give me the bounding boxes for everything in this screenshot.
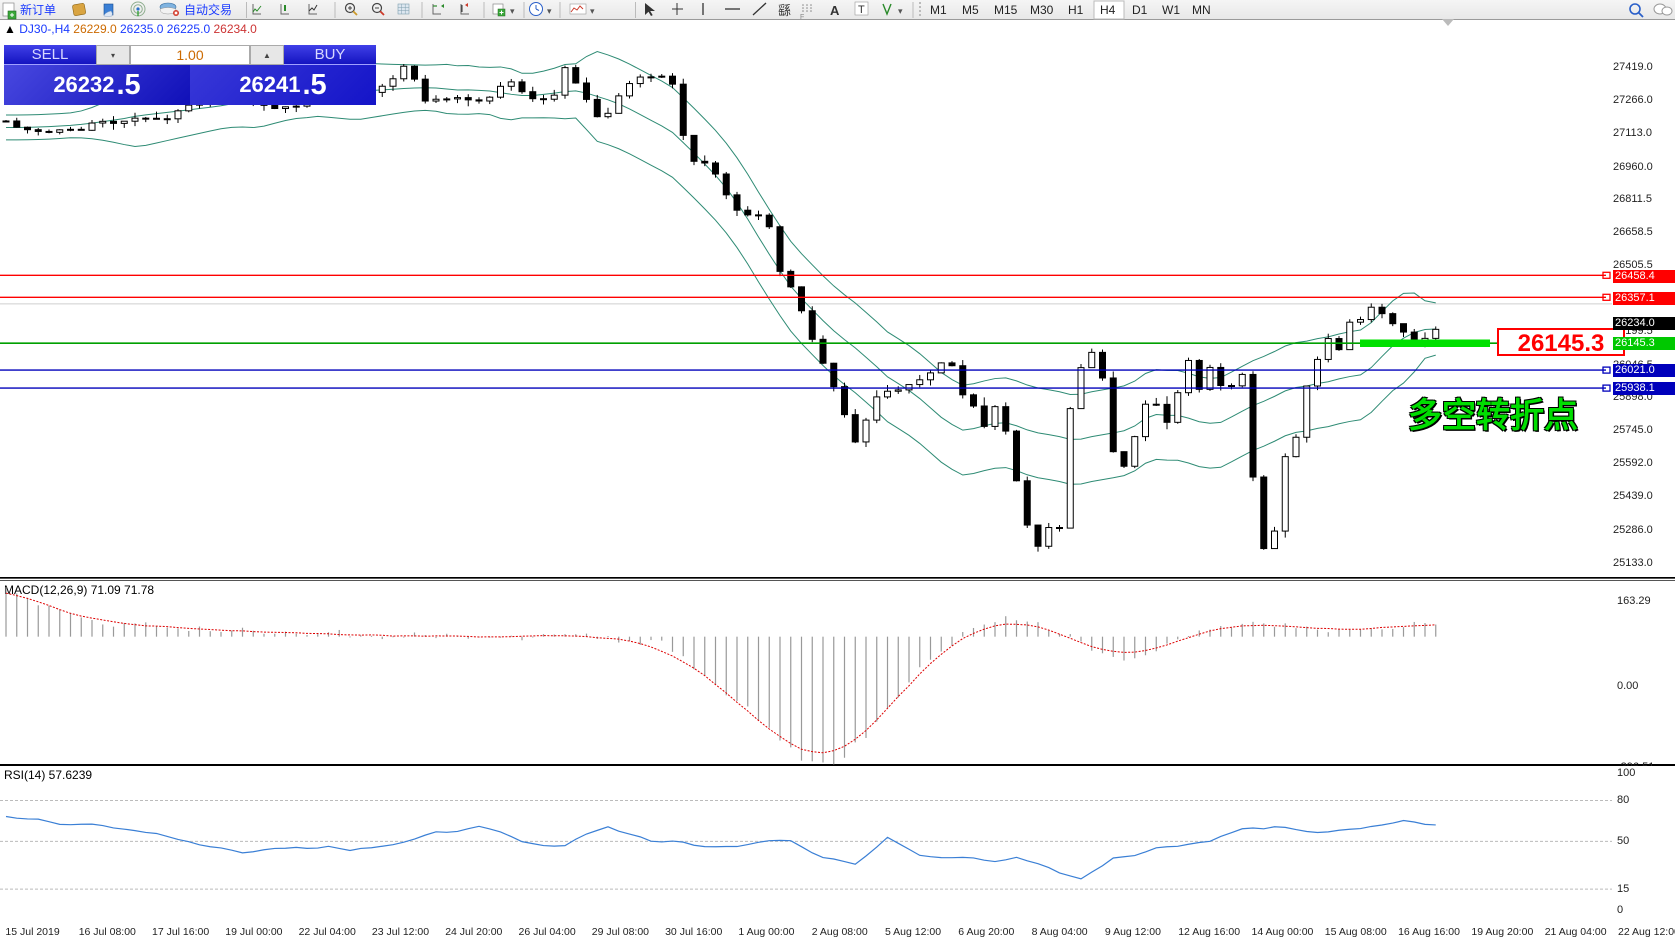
svg-text:M5: M5 xyxy=(962,3,979,17)
svg-text:M15: M15 xyxy=(994,3,1018,17)
svg-text:MN: MN xyxy=(1192,3,1211,17)
svg-text:M30: M30 xyxy=(1030,3,1054,17)
svg-text:D1: D1 xyxy=(1132,3,1148,17)
svg-text:H4: H4 xyxy=(1100,3,1116,17)
svg-text:繇: 繇 xyxy=(778,3,791,18)
svg-text:M1: M1 xyxy=(930,3,947,17)
svg-text:A: A xyxy=(830,3,840,18)
svg-text:▾: ▾ xyxy=(898,6,903,16)
svg-text:T: T xyxy=(858,4,865,16)
svg-text:W1: W1 xyxy=(1162,3,1180,17)
svg-text:H1: H1 xyxy=(1068,3,1084,17)
